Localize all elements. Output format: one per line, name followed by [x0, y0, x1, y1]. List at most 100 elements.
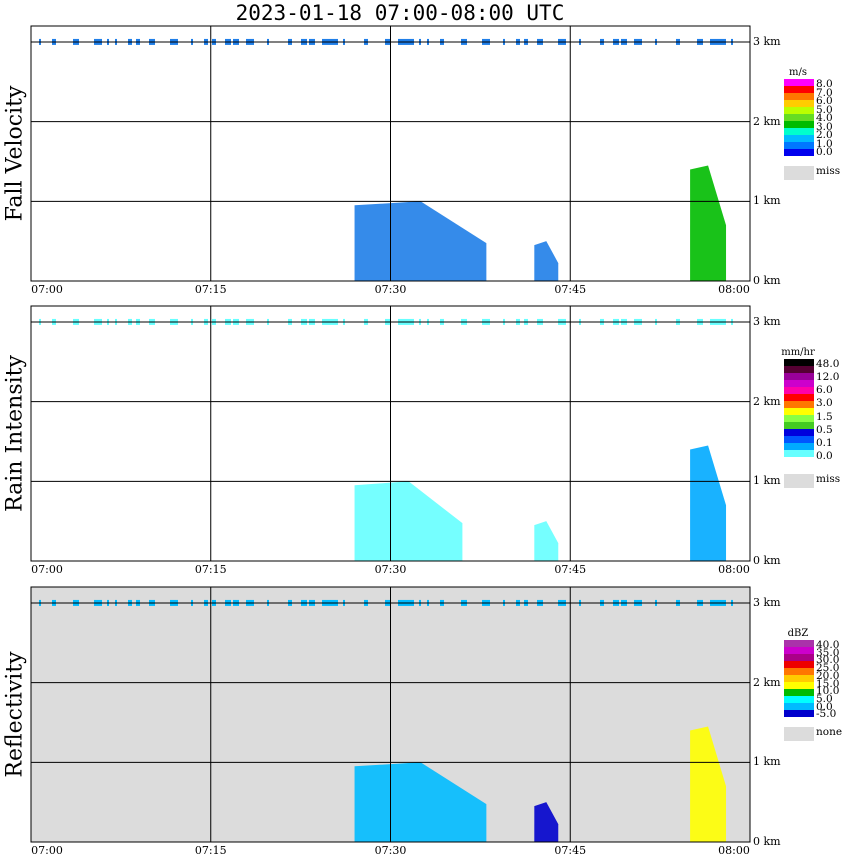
- panel-1-ylabel: Rain Intensity: [2, 354, 28, 512]
- legend-swatch: [784, 114, 814, 121]
- panel-2-xtick-4: 08:00: [718, 844, 750, 857]
- legend-swatch: [784, 366, 814, 373]
- echo-2: [690, 445, 727, 561]
- panel-1-ytick-1: 1 km: [753, 474, 781, 488]
- panel-1-legend-label-4: 1.5: [816, 410, 833, 423]
- legend-swatch: [784, 380, 814, 387]
- legend-swatch: [784, 668, 814, 675]
- panel-2-ylabel: Reflectivity: [2, 650, 28, 778]
- panel-0-ylabel: Fall Velocity: [2, 85, 28, 221]
- legend-swatch: [784, 387, 814, 394]
- panel-0-xtick-4: 08:00: [718, 283, 750, 296]
- legend-swatch: [784, 443, 814, 450]
- legend-swatch: [784, 107, 814, 114]
- legend-swatch: [784, 394, 814, 401]
- legend-swatch: [784, 142, 814, 149]
- panel-1-ytick-0: 0 km: [753, 554, 781, 567]
- legend-swatch: [784, 408, 814, 415]
- panel-2-legend-bar: [784, 640, 814, 741]
- panel-2-legend-label-8: 0.0: [816, 700, 833, 713]
- panel-0-plot: [30, 25, 751, 282]
- panel-1-ytick-3: 3 km: [753, 314, 781, 328]
- panel-0-legend-label-5: 3.0: [816, 120, 833, 133]
- chart-title: 2023-01-18 07:00-08:00 UTC: [235, 1, 565, 25]
- panel-0-legend-label-9: miss: [816, 165, 841, 177]
- panel-1-legend-unit: mm/hr: [781, 347, 815, 358]
- panel-1-legend-label-5: 0.5: [816, 423, 833, 436]
- panel-0-ytick-1: 1 km: [753, 194, 781, 208]
- panel-0-ytick-0: 0 km: [753, 274, 781, 287]
- panel-0-legend-label-7: 1.0: [816, 137, 833, 150]
- legend-swatch: [784, 79, 814, 86]
- legend-missing-swatch: [784, 474, 814, 488]
- panel-1-xtick-0: 07:00: [31, 563, 63, 576]
- panel-0-xtick-2: 07:30: [374, 283, 407, 296]
- legend-swatch: [784, 675, 814, 682]
- panel-0-legend-unit: m/s: [789, 67, 807, 78]
- legend-swatch: [784, 429, 814, 436]
- legend-swatch: [784, 93, 814, 100]
- panel-0-ytick-3: 3 km: [753, 34, 781, 48]
- legend-swatch: [784, 128, 814, 135]
- panel-1-plot: [30, 305, 751, 562]
- panel-0-legend-label-2: 6.0: [816, 95, 833, 108]
- legend-swatch: [784, 373, 814, 380]
- legend-swatch: [784, 100, 814, 107]
- panel-1-ytick-2: 2 km: [753, 394, 781, 408]
- legend-swatch: [784, 436, 814, 443]
- panel-2-legend-unit: dBZ: [787, 628, 809, 639]
- legend-swatch: [784, 422, 814, 429]
- legend-swatch: [784, 450, 814, 457]
- panel-2-legend-label-1: 35.0: [816, 646, 840, 659]
- plot-frame: [30, 586, 751, 843]
- plot-frame: [30, 305, 751, 562]
- legend-swatch: [784, 149, 814, 156]
- panel-1-xtick-2: 07:30: [374, 563, 407, 576]
- echo-0: [354, 762, 487, 842]
- panel-0-legend-label-0: 8.0: [816, 78, 833, 90]
- legend-swatch: [784, 135, 814, 142]
- panel-2-legend-label-3: 25.0: [816, 662, 840, 675]
- legend-swatch: [784, 415, 814, 422]
- legend-swatch: [784, 359, 814, 366]
- panel-0-legend-label-6: 2.0: [816, 129, 833, 142]
- panel-2-plot: [30, 586, 751, 843]
- panel-0-legend-label-4: 4.0: [816, 112, 833, 125]
- panel-1-legend-label-7: 0.0: [816, 449, 833, 462]
- echo-2: [690, 726, 727, 842]
- panel-2-ytick-3: 3 km: [753, 595, 781, 609]
- panel-0-legend-label-8: 0.0: [816, 146, 833, 159]
- legend-swatch: [784, 640, 814, 647]
- panel-2-legend-label-0: 40.0: [816, 639, 840, 651]
- panel-2-legend-label-4: 20.0: [816, 669, 840, 682]
- panel-0-xtick-3: 07:45: [554, 283, 587, 296]
- legend-swatch: [784, 689, 814, 696]
- panel-2-xtick-3: 07:45: [554, 844, 587, 857]
- panel-2-legend-label-2: 30.0: [816, 654, 840, 667]
- echo-1: [534, 241, 559, 281]
- echo-0: [354, 201, 487, 281]
- panel-0-xtick-0: 07:00: [31, 283, 63, 296]
- panel-2-legend-label-7: 5.0: [816, 692, 833, 705]
- panel-2-ytick-2: 2 km: [753, 675, 781, 689]
- legend-swatch: [784, 696, 814, 703]
- legend-swatch: [784, 661, 814, 668]
- panel-2-xtick-0: 07:00: [31, 844, 63, 857]
- legend-swatch: [784, 121, 814, 128]
- legend-swatch: [784, 710, 814, 717]
- panel-2-xtick-2: 07:30: [374, 844, 407, 857]
- panel-2-legend-label-5: 15.0: [816, 677, 840, 690]
- panel-2-ytick-0: 0 km: [753, 835, 781, 848]
- legend-swatch: [784, 86, 814, 93]
- panel-1-legend-label-6: 0.1: [816, 436, 833, 449]
- panel-1-xtick-1: 07:15: [194, 563, 227, 576]
- panel-1-legend-label-3: 3.0: [816, 397, 833, 410]
- legend-swatch: [784, 647, 814, 654]
- echo-0: [354, 481, 463, 561]
- panel-1-legend-label-2: 6.0: [816, 384, 833, 397]
- legend-swatch: [784, 682, 814, 689]
- panel-2-ytick-1: 1 km: [753, 755, 781, 769]
- plot-frame: [30, 25, 751, 282]
- panel-2-legend-label-6: 10.0: [816, 685, 840, 698]
- echo-1: [534, 521, 559, 561]
